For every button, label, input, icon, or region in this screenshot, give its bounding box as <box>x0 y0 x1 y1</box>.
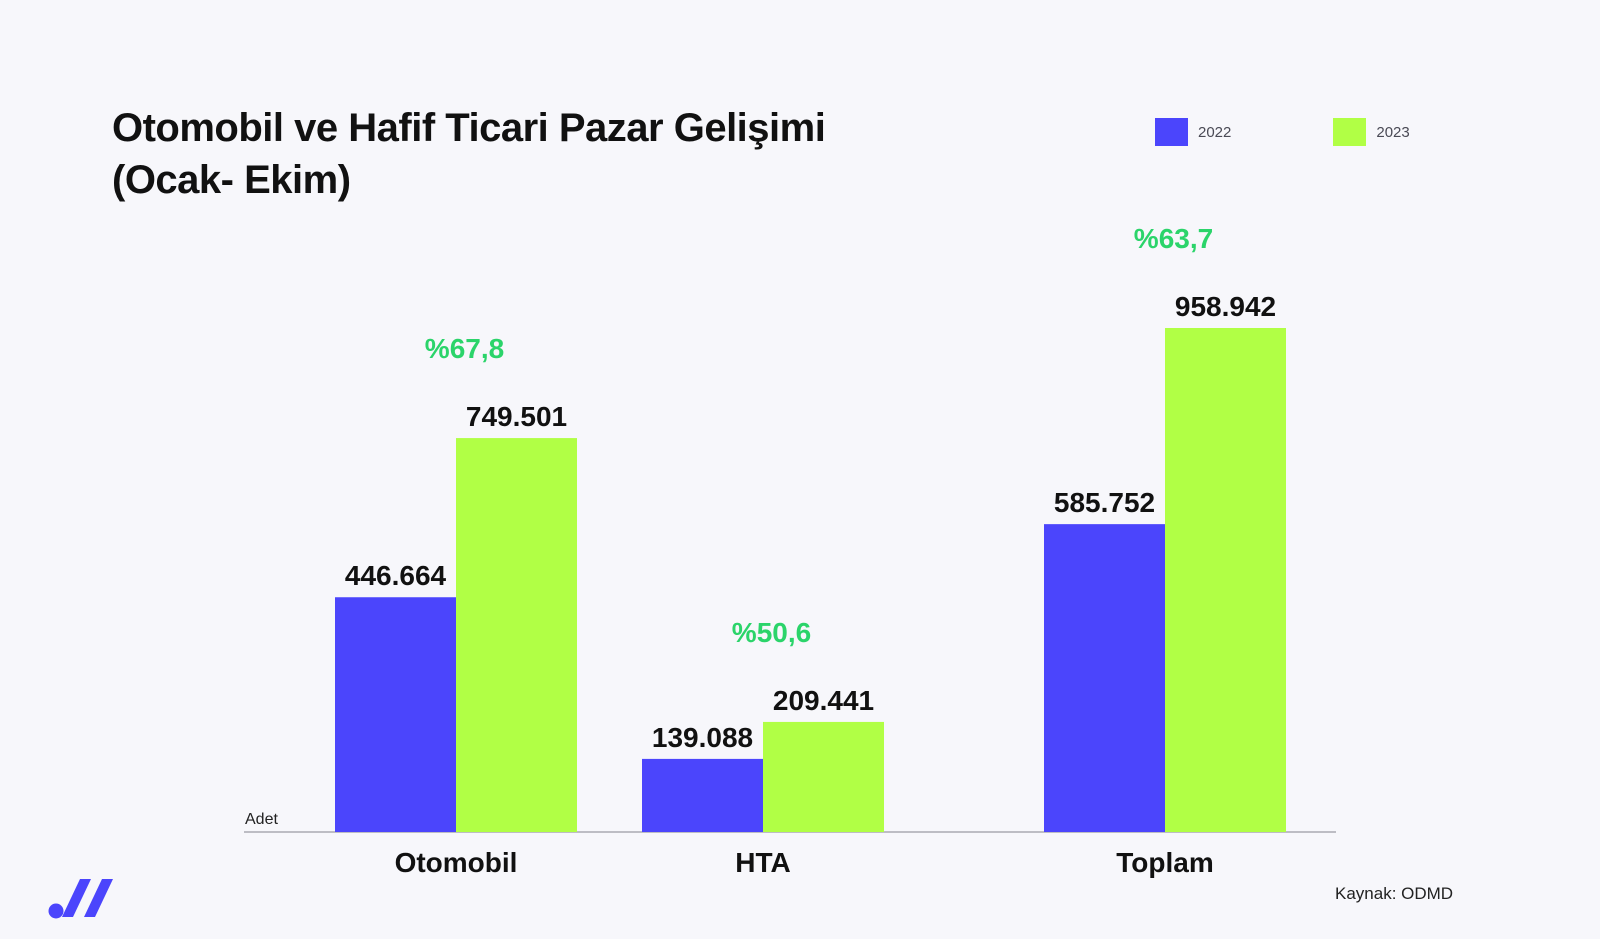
growth-label-toplam: %63,7 <box>1134 223 1213 254</box>
bar-toplam-2022 <box>1044 524 1165 832</box>
category-label-otomobil: Otomobil <box>395 847 518 878</box>
brand-logo-icon <box>48 879 113 919</box>
value-label-otomobil-2022: 446.664 <box>345 560 447 591</box>
source-note: Kaynak: ODMD <box>1335 884 1454 903</box>
legend-label-2022: 2022 <box>1198 123 1232 141</box>
category-label-toplam: Toplam <box>1116 847 1213 878</box>
bar-otomobil-2022 <box>335 597 456 832</box>
legend-swatch-2022 <box>1155 118 1188 146</box>
growth-label-otomobil: %67,8 <box>425 333 504 364</box>
bar-toplam-2023 <box>1165 328 1286 832</box>
growth-label-hta: %50,6 <box>732 617 811 648</box>
value-label-toplam-2023: 958.942 <box>1175 291 1276 322</box>
legend-item-2022: 2022 <box>1155 118 1231 146</box>
chart-legend: 2022 2023 <box>1155 118 1410 146</box>
legend-item-2023: 2023 <box>1333 118 1410 146</box>
bar-otomobil-2023 <box>456 438 577 832</box>
y-axis-label: Adet <box>245 811 278 828</box>
value-label-otomobil-2023: 749.501 <box>466 401 567 432</box>
legend-label-2023: 2023 <box>1376 123 1410 141</box>
bar-hta-2023 <box>763 721 884 832</box>
value-label-hta-2022: 139.088 <box>652 722 753 753</box>
category-label-hta: HTA <box>735 847 790 878</box>
bar-hta-2022 <box>642 758 763 832</box>
value-label-hta-2023: 209.441 <box>773 685 874 716</box>
chart-title: Otomobil ve Hafif Ticari Pazar Gelişimi … <box>112 102 912 206</box>
value-label-toplam-2022: 585.752 <box>1054 487 1155 518</box>
legend-swatch-2023 <box>1333 118 1367 146</box>
chart-title-line-1: Otomobil ve Hafif Ticari Pazar Gelişimi <box>112 106 826 150</box>
chart-title-line-2: (Ocak- Ekim) <box>112 158 351 202</box>
